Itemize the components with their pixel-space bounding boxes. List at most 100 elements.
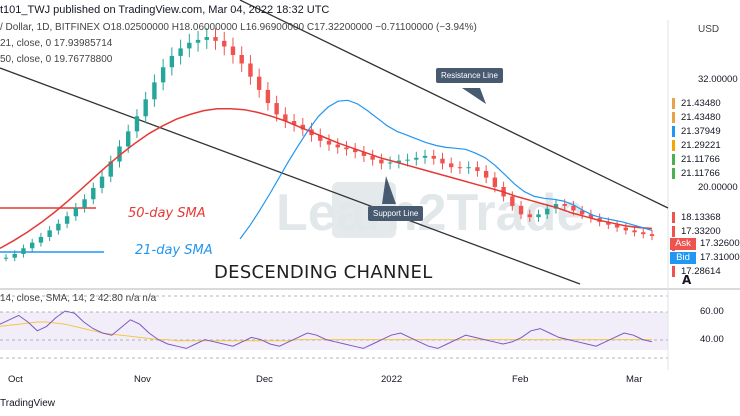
time-label: Oct	[8, 374, 23, 385]
watermark-text: Learn2Trade	[276, 184, 585, 242]
candle-body	[38, 236, 44, 243]
time-label: Nov	[134, 374, 151, 385]
candle-body	[91, 187, 96, 200]
candle-body	[641, 232, 646, 235]
support-line	[0, 67, 581, 285]
price-label-20: 20.00000	[698, 182, 738, 193]
candle-body	[440, 158, 445, 164]
candle-body	[291, 121, 297, 125]
price-tag: 21.37949	[672, 126, 740, 137]
bid-row: Bid 17.31000	[670, 252, 740, 264]
candle-body	[73, 207, 79, 217]
time-label: Mar	[626, 374, 643, 385]
candle-body	[361, 152, 367, 156]
candle-body	[510, 196, 515, 206]
price-tag: 21.43480	[672, 98, 740, 109]
candle-body	[527, 214, 532, 218]
candle-body	[178, 48, 183, 56]
candle-body	[283, 114, 288, 121]
candle-body	[553, 203, 559, 209]
candle-body	[108, 161, 113, 177]
support-bubble: Support Line	[368, 206, 424, 221]
candle-body	[99, 176, 105, 188]
candle-body	[82, 199, 87, 208]
candle-body	[457, 167, 463, 169]
ask-label: Ask	[670, 238, 696, 250]
ask-value: 17.32600	[696, 238, 740, 250]
candle-body	[160, 67, 166, 83]
candle-body	[47, 230, 52, 237]
ask-row: Ask 17.32600	[670, 238, 740, 250]
publisher-line: t101_TWJ published on TradingView.com, M…	[0, 4, 330, 16]
candle-body	[571, 205, 576, 211]
ma50-line: 50, close, 0 19.76778800	[0, 54, 113, 65]
sma21-line	[239, 99, 653, 240]
candle-body	[230, 46, 236, 55]
candle-body	[326, 140, 332, 145]
candle-body	[449, 163, 454, 168]
candle-body	[562, 203, 567, 206]
rsi-scale-60: 60.00	[700, 306, 724, 317]
time-label: Dec	[256, 374, 273, 385]
candle-body	[143, 99, 148, 117]
candle-body	[195, 39, 201, 43]
candle-body	[187, 42, 192, 49]
candle-body	[152, 82, 157, 100]
candle-body	[56, 223, 61, 231]
candle-body	[21, 248, 26, 254]
price-tag: 21.11766	[672, 168, 740, 179]
candle-body	[318, 135, 323, 141]
candle-body	[370, 155, 375, 160]
candle-body	[117, 146, 122, 162]
candle-body	[274, 103, 279, 115]
candle-body	[248, 63, 253, 77]
candle-body	[518, 205, 524, 215]
candle-body	[239, 55, 244, 64]
candle-body	[3, 257, 9, 259]
candle-body	[632, 230, 637, 233]
resistance-bubble-pointer	[462, 88, 486, 104]
candle-body	[222, 40, 227, 47]
candles	[3, 28, 655, 262]
price-tag: 18.13368	[672, 212, 740, 223]
price-label-32: 32.00000	[698, 74, 738, 85]
last-price-tag: 17.28614	[672, 266, 740, 277]
candle-body	[414, 157, 419, 160]
price-tag: 21.11766	[672, 154, 740, 165]
candle-body	[352, 149, 358, 153]
candle-body	[431, 155, 436, 159]
time-label: Feb	[512, 374, 529, 385]
resistance-line	[239, 0, 669, 209]
candle-body	[649, 234, 655, 237]
bid-label: Bid	[670, 252, 696, 264]
candle-body	[405, 159, 410, 161]
candle-body	[387, 162, 393, 164]
candle-body	[335, 144, 340, 148]
rsi-band	[0, 312, 668, 350]
candle-body	[614, 224, 620, 228]
candle-body	[12, 253, 17, 258]
candle-body	[588, 214, 594, 219]
currency-label: USD	[698, 24, 720, 35]
bid-value: 17.31000	[696, 252, 740, 264]
price-tag: 21.43480	[672, 112, 740, 123]
candle-body	[256, 76, 262, 90]
up-marker: A	[682, 273, 692, 287]
candle-body	[126, 131, 131, 147]
candle-body	[300, 124, 306, 130]
candle-body	[623, 227, 629, 231]
sma21-label: 21-day SMA	[135, 243, 213, 258]
time-label: 2022	[381, 374, 403, 385]
footer-brand: TradingView	[0, 398, 56, 409]
candle-body	[213, 37, 218, 41]
candle-body	[64, 216, 70, 224]
candle-body	[492, 177, 498, 187]
resistance-bubble: Resistance Line	[436, 68, 503, 83]
candle-body	[169, 55, 175, 68]
candle-body	[606, 221, 611, 225]
candle-body	[475, 167, 480, 171]
sma50-label: 50-day SMA	[128, 206, 206, 221]
candle-body	[536, 214, 541, 218]
